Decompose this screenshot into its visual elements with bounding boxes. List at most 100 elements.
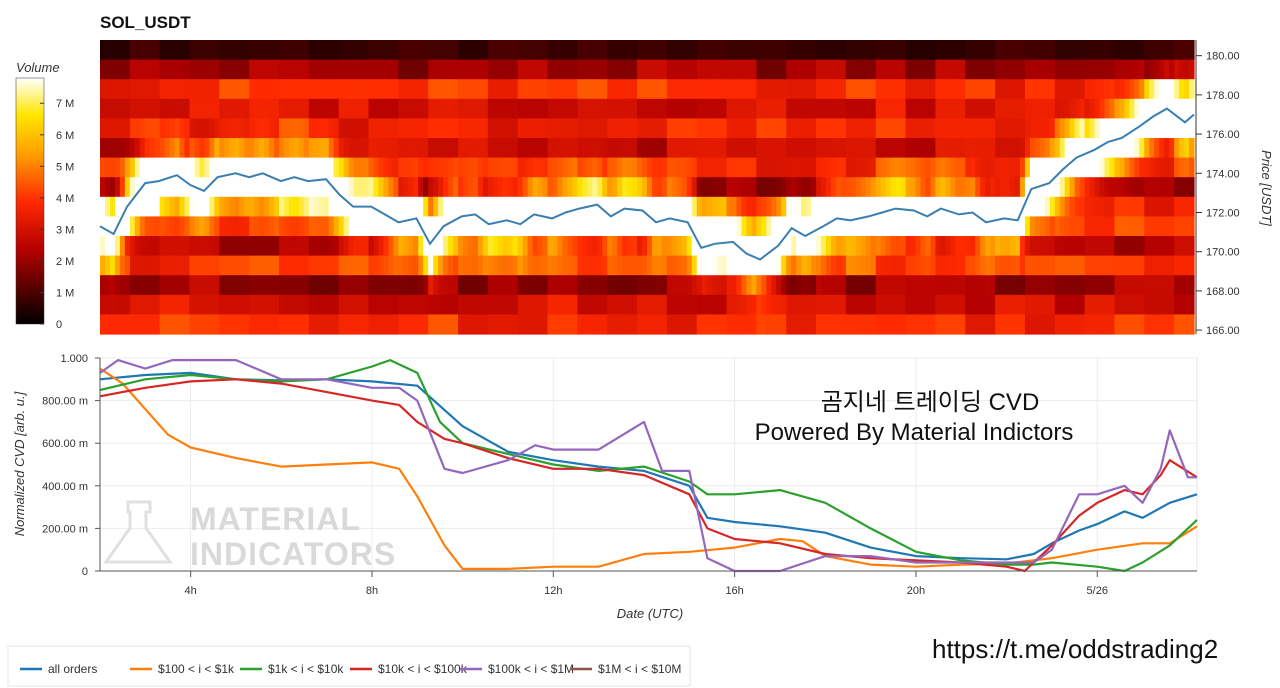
heatmap-cell (1029, 314, 1036, 335)
heatmap-cell (194, 59, 201, 80)
legend-item[interactable]: all orders (20, 662, 97, 676)
heatmap-cell (1069, 255, 1076, 276)
heatmap-cell (423, 118, 429, 139)
heatmap-cell (249, 177, 255, 198)
heatmap-cell (632, 177, 638, 198)
heatmap-cell (298, 59, 305, 80)
heatmap-cell (259, 177, 265, 198)
heatmap-cell (1079, 40, 1086, 61)
legend-item[interactable]: $100k < i < $1M (460, 662, 574, 676)
heatmap-cell (1049, 236, 1056, 257)
heatmap-cell (562, 98, 569, 119)
heatmap-cell (1029, 118, 1036, 139)
heatmap-cell (651, 98, 658, 119)
heatmap-cell (651, 59, 658, 80)
heatmap-cell (244, 314, 250, 335)
heatmap-cell (771, 255, 777, 276)
heatmap-cell (711, 79, 718, 100)
heatmap-cell (990, 294, 996, 315)
heatmap-cell (1074, 79, 1081, 100)
heatmap-cell (100, 236, 106, 257)
heatmap-cell (288, 79, 295, 100)
heatmap-cell (333, 177, 340, 198)
heatmap-cell (512, 196, 519, 217)
heatmap-cell (1094, 216, 1101, 237)
heatmap-cell (492, 157, 499, 178)
legend-item[interactable]: $10k < i < $100k (350, 662, 468, 676)
heatmap-cell (1179, 157, 1185, 178)
heatmap-cell (835, 157, 842, 178)
heatmap-cell (701, 98, 708, 119)
heatmap-cell (458, 157, 464, 178)
heatmap-cell (373, 138, 380, 159)
heatmap-cell (448, 79, 454, 100)
heatmap-cell (507, 118, 514, 139)
heatmap-cell (239, 177, 245, 198)
heatmap-cell (642, 216, 648, 237)
heatmap-cell (1000, 294, 1006, 315)
heatmap-cell (453, 216, 459, 237)
heatmap-cell (855, 255, 862, 276)
heatmap-cell (1010, 177, 1016, 198)
heatmap-cell (741, 196, 748, 217)
heatmap-cell (134, 275, 141, 296)
legend-item[interactable]: $1M < i < $10M (570, 662, 681, 676)
heatmap-cell (199, 275, 206, 296)
heatmap-cell (428, 177, 434, 198)
heatmap-cell (124, 314, 131, 335)
heatmap-cell (1169, 79, 1175, 100)
heatmap-cell (736, 196, 743, 217)
heatmap-cell (1014, 40, 1021, 61)
heatmap-cell (209, 59, 215, 80)
heatmap-cell (338, 157, 345, 178)
heatmap-cell (850, 196, 857, 217)
heatmap-cell (114, 177, 121, 198)
heatmap-cell (214, 138, 220, 159)
heatmap-cell (721, 314, 728, 335)
legend-item[interactable]: $100 < i < $1k (130, 662, 235, 676)
heatmap-cell (1074, 40, 1081, 61)
heatmap-cell (895, 294, 902, 315)
heatmap-cell (532, 157, 539, 178)
heatmap-cell (1000, 138, 1006, 159)
heatmap-cell (537, 59, 544, 80)
heatmap-cell (910, 255, 917, 276)
heatmap-cell (801, 157, 807, 178)
telegram-link[interactable]: https://t.me/oddstrading2 (932, 634, 1218, 664)
heatmap-cell (661, 118, 668, 139)
heatmap-cell (323, 177, 330, 198)
price-tick-label: 168.00 (1206, 286, 1240, 298)
heatmap-cell (1119, 275, 1125, 296)
heatmap-cell (696, 294, 703, 315)
heatmap-cell (955, 314, 961, 335)
heatmap-cell (771, 314, 777, 335)
heatmap-cell (318, 59, 325, 80)
heatmap-cell (283, 138, 290, 159)
heatmap-cell (249, 138, 255, 159)
heatmap-cell (283, 177, 290, 198)
heatmap-cell (323, 255, 330, 276)
heatmap-cell (915, 79, 922, 100)
heatmap-cell (109, 157, 116, 178)
heatmap-cell (1149, 177, 1155, 198)
heatmap-cell (448, 118, 454, 139)
heatmap-cell (204, 294, 210, 315)
heatmap-cell (114, 275, 121, 296)
heatmap-cell (1154, 196, 1160, 217)
heatmap-cell (632, 294, 638, 315)
heatmap-cell (557, 138, 564, 159)
heatmap-cell (691, 275, 698, 296)
heatmap-cell (383, 157, 390, 178)
heatmap-cell (686, 138, 693, 159)
legend-item[interactable]: $1k < i < $10k (240, 662, 344, 676)
heatmap-cell (477, 177, 484, 198)
heatmap-cell (666, 118, 673, 139)
heatmap-cell (726, 196, 733, 217)
heatmap-cell (781, 216, 787, 237)
heatmap-cell (388, 196, 394, 217)
heatmap-cell (935, 294, 941, 315)
heatmap-cell (567, 59, 574, 80)
heatmap-cell (1184, 294, 1190, 315)
heatmap-cell (109, 294, 116, 315)
heatmap-cell (781, 40, 787, 61)
